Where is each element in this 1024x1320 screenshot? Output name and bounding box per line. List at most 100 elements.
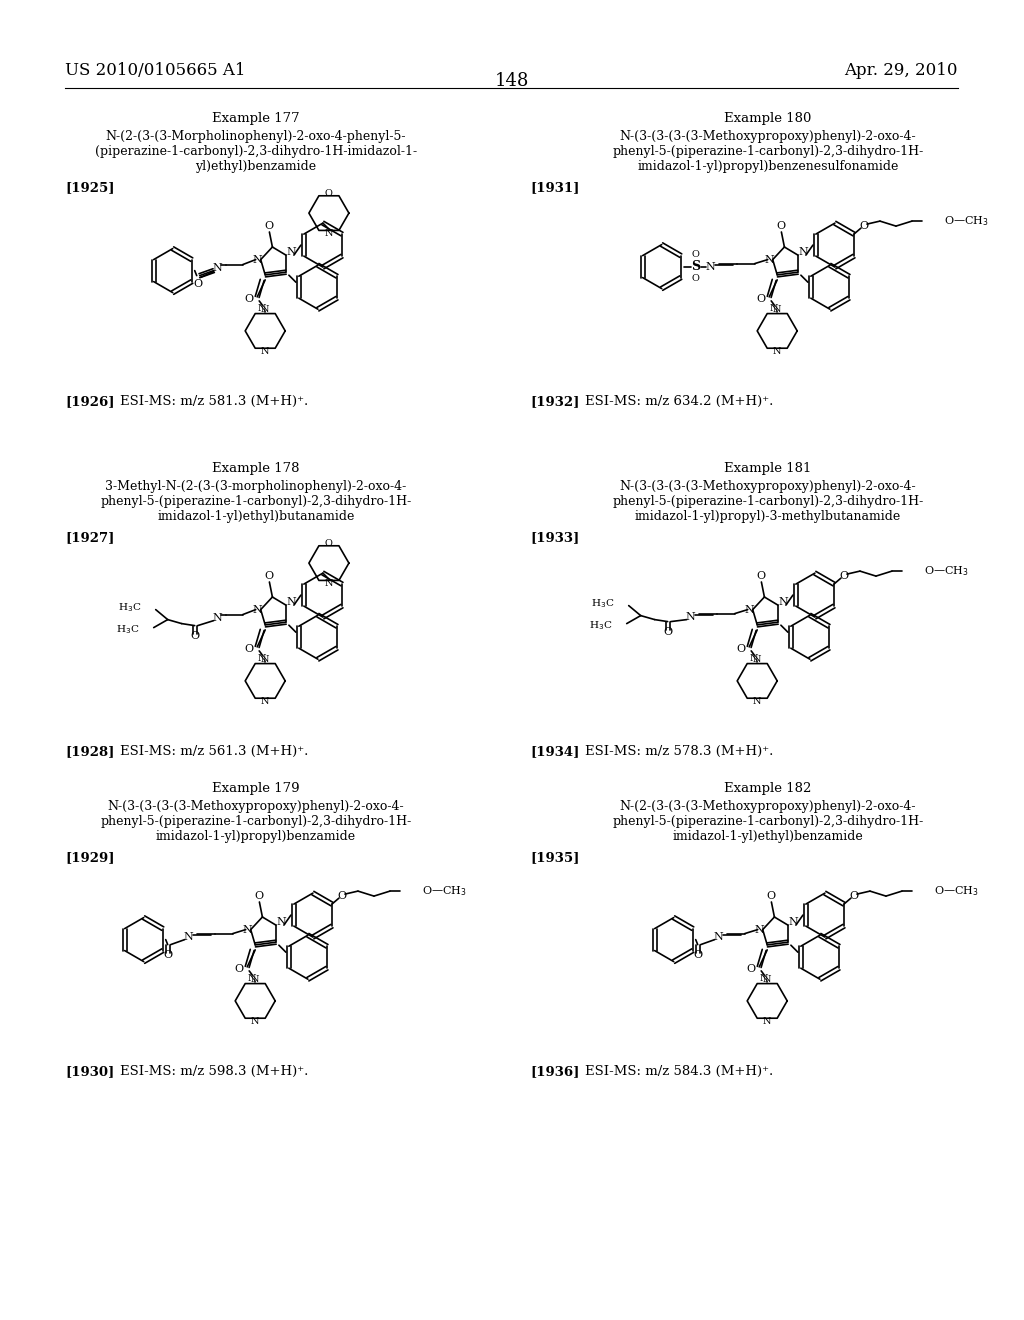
Text: phenyl-5-(piperazine-1-carbonyl)-2,3-dihydro-1H-: phenyl-5-(piperazine-1-carbonyl)-2,3-dih… [612,145,924,158]
Text: N: N [213,612,222,623]
Text: Apr. 29, 2010: Apr. 29, 2010 [845,62,958,79]
Text: US 2010/0105665 A1: US 2010/0105665 A1 [65,62,246,79]
Text: N: N [763,1018,771,1027]
Text: N: N [258,305,266,313]
Text: yl)ethyl)benzamide: yl)ethyl)benzamide [196,160,316,173]
Text: O: O [777,220,786,231]
Text: [1933]: [1933] [530,531,580,544]
Text: N: N [261,697,269,706]
Text: N: N [750,655,759,664]
Text: [1932]: [1932] [530,395,580,408]
Text: imidazol-1-yl)ethyl)butanamide: imidazol-1-yl)ethyl)butanamide [158,510,354,523]
Text: S: S [691,260,700,273]
Text: O—CH$_3$: O—CH$_3$ [924,564,969,578]
Text: N: N [686,611,695,622]
Text: O: O [163,949,172,960]
Text: 148: 148 [495,73,529,90]
Text: O: O [325,189,333,198]
Text: N-(3-(3-(3-(3-Methoxypropoxy)phenyl)-2-oxo-4-: N-(3-(3-(3-(3-Methoxypropoxy)phenyl)-2-o… [620,129,916,143]
Text: N: N [325,578,333,587]
Text: N: N [325,228,333,238]
Text: N: N [765,255,774,264]
Text: N: N [261,347,269,356]
Text: N: N [286,597,296,607]
Text: O: O [245,644,254,653]
Text: O: O [337,891,346,902]
Text: N: N [788,917,798,927]
Text: [1927]: [1927] [65,531,115,544]
Text: N: N [760,974,768,983]
Text: O: O [245,294,254,304]
Text: O—CH$_3$: O—CH$_3$ [422,884,467,898]
Text: O: O [692,275,699,282]
Text: (piperazine-1-carbonyl)-2,3-dihydro-1H-imidazol-1-: (piperazine-1-carbonyl)-2,3-dihydro-1H-i… [95,145,417,158]
Text: imidazol-1-yl)propyl)benzamide: imidazol-1-yl)propyl)benzamide [156,830,356,843]
Text: O: O [746,964,756,974]
Text: [1930]: [1930] [65,1065,115,1078]
Text: H$_3$C: H$_3$C [591,597,614,610]
Text: [1929]: [1929] [65,851,115,865]
Text: ESI-MS: m/z 634.2 (M+H)⁺.: ESI-MS: m/z 634.2 (M+H)⁺. [585,395,773,408]
Text: N: N [706,261,716,272]
Text: O: O [255,891,264,902]
Text: O: O [840,572,849,581]
Text: ESI-MS: m/z 598.3 (M+H)⁺.: ESI-MS: m/z 598.3 (M+H)⁺. [120,1065,308,1078]
Text: [1928]: [1928] [65,744,115,758]
Text: ESI-MS: m/z 578.3 (M+H)⁺.: ESI-MS: m/z 578.3 (M+H)⁺. [585,744,773,758]
Text: phenyl-5-(piperazine-1-carbonyl)-2,3-dihydro-1H-: phenyl-5-(piperazine-1-carbonyl)-2,3-dih… [100,814,412,828]
Text: O: O [859,220,868,231]
Text: [1925]: [1925] [65,181,115,194]
Text: imidazol-1-yl)propyl)benzenesulfonamide: imidazol-1-yl)propyl)benzenesulfonamide [637,160,899,173]
Text: [1926]: [1926] [65,395,115,408]
Text: Example 181: Example 181 [724,462,812,475]
Text: H$_3$C: H$_3$C [117,623,139,636]
Text: N: N [753,656,762,664]
Text: Example 179: Example 179 [212,781,300,795]
Text: [1936]: [1936] [530,1065,580,1078]
Text: H$_3$C: H$_3$C [119,601,141,614]
Text: 3-Methyl-N-(2-(3-(3-morpholinophenyl)-2-oxo-4-: 3-Methyl-N-(2-(3-(3-morpholinophenyl)-2-… [105,480,407,492]
Text: N: N [286,247,296,257]
Text: N: N [258,655,266,664]
Text: O—CH$_3$: O—CH$_3$ [944,214,989,228]
Text: O: O [265,572,274,581]
Text: O—CH$_3$: O—CH$_3$ [934,884,979,898]
Text: N-(3-(3-(3-(3-Methoxypropoxy)phenyl)-2-oxo-4-: N-(3-(3-(3-(3-Methoxypropoxy)phenyl)-2-o… [620,480,916,492]
Text: N: N [744,605,755,615]
Text: Example 182: Example 182 [724,781,812,795]
Text: O: O [849,891,858,902]
Text: N: N [261,305,269,314]
Text: N: N [778,597,787,607]
Text: ESI-MS: m/z 561.3 (M+H)⁺.: ESI-MS: m/z 561.3 (M+H)⁺. [120,744,308,758]
Text: O: O [736,644,745,653]
Text: N: N [773,305,781,314]
Text: N: N [773,347,781,356]
Text: Example 180: Example 180 [724,112,812,125]
Text: O: O [693,949,702,960]
Text: N: N [276,917,286,927]
Text: N: N [251,975,259,985]
Text: O: O [664,627,673,636]
Text: N-(3-(3-(3-(3-Methoxypropoxy)phenyl)-2-oxo-4-: N-(3-(3-(3-(3-Methoxypropoxy)phenyl)-2-o… [108,800,404,813]
Text: phenyl-5-(piperazine-1-carbonyl)-2,3-dihydro-1H-: phenyl-5-(piperazine-1-carbonyl)-2,3-dih… [612,495,924,508]
Text: N: N [261,656,269,664]
Text: O: O [234,964,244,974]
Text: N: N [763,975,771,985]
Text: ESI-MS: m/z 581.3 (M+H)⁺.: ESI-MS: m/z 581.3 (M+H)⁺. [120,395,308,408]
Text: N: N [243,924,253,935]
Text: N: N [248,974,256,983]
Text: H$_3$C: H$_3$C [589,619,612,632]
Text: ESI-MS: m/z 584.3 (M+H)⁺.: ESI-MS: m/z 584.3 (M+H)⁺. [585,1065,773,1078]
Text: N-(2-(3-(3-Morpholinophenyl)-2-oxo-4-phenyl-5-: N-(2-(3-(3-Morpholinophenyl)-2-oxo-4-phe… [105,129,407,143]
Text: [1934]: [1934] [530,744,580,758]
Text: [1935]: [1935] [530,851,580,865]
Text: phenyl-5-(piperazine-1-carbonyl)-2,3-dihydro-1H-: phenyl-5-(piperazine-1-carbonyl)-2,3-dih… [100,495,412,508]
Text: O: O [265,220,274,231]
Text: N: N [755,924,765,935]
Text: imidazol-1-yl)ethyl)benzamide: imidazol-1-yl)ethyl)benzamide [673,830,863,843]
Text: O: O [692,249,699,259]
Text: O: O [190,631,200,640]
Text: N: N [753,697,762,706]
Text: N: N [798,247,808,257]
Text: O: O [757,572,766,581]
